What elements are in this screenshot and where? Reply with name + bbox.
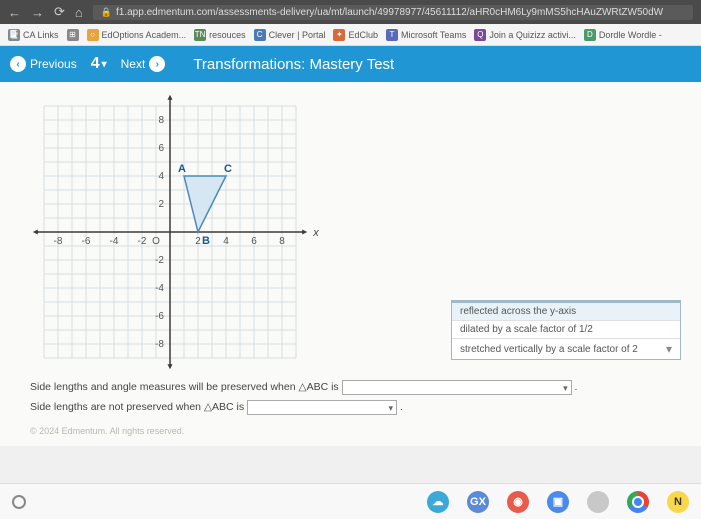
chevron-down-icon: ▾ [102, 59, 107, 70]
bookmark-label: Join a Quizizz activi... [489, 30, 576, 40]
home-icon[interactable]: ⌂ [75, 5, 83, 20]
taskbar-app-icon[interactable]: ☁ [427, 491, 449, 513]
bookmark-icon: ○ [87, 29, 99, 41]
bookmark-item[interactable]: ⊞ [67, 29, 79, 41]
url-text: f1.app.edmentum.com/assessments-delivery… [116, 7, 663, 18]
svg-text:-8: -8 [54, 236, 63, 247]
statement-2-text-b: ABC is [212, 401, 244, 413]
bookmark-label: EdOptions Academ... [102, 30, 187, 40]
taskbar: ☁ GX ◉ ▣ N [0, 483, 701, 519]
bookmark-icon: TN [194, 29, 206, 41]
taskbar-app-icon[interactable] [587, 491, 609, 513]
bookmark-icon: C [254, 29, 266, 41]
bookmark-icon: T [386, 29, 398, 41]
bookmark-label: CA Links [23, 30, 59, 40]
taskbar-app-icon[interactable]: GX [467, 491, 489, 513]
svg-text:O: O [152, 236, 160, 247]
bookmark-label: Microsoft Teams [401, 30, 466, 40]
coordinate-graph: -8 -6 -4 -2 2 4 6 8 -8 -6 -4 -2 2 4 6 8 x O A C B [30, 92, 342, 372]
previous-button[interactable]: ‹ Previous [10, 56, 77, 72]
svg-text:-6: -6 [82, 236, 91, 247]
taskbar-app-icon[interactable] [627, 491, 649, 513]
forward-icon[interactable]: → [31, 5, 44, 20]
svg-text:B: B [202, 235, 210, 247]
taskbar-app-icon[interactable]: ◉ [507, 491, 529, 513]
bookmark-icon: ⊞ [67, 29, 79, 41]
triangle-symbol: △ [204, 402, 212, 413]
bookmark-label: resouces [209, 30, 246, 40]
previous-label: Previous [30, 57, 77, 71]
bookmark-icon: ✦ [333, 29, 345, 41]
svg-text:-2: -2 [155, 255, 164, 266]
svg-text:-2: -2 [138, 236, 147, 247]
svg-text:4: 4 [223, 236, 229, 247]
chevron-left-icon: ‹ [10, 56, 26, 72]
svg-text:-8: -8 [155, 339, 164, 350]
start-icon[interactable] [12, 495, 26, 509]
next-button[interactable]: Next › [121, 56, 166, 72]
triangle-symbol: △ [299, 382, 307, 393]
taskbar-app-icon[interactable]: ▣ [547, 491, 569, 513]
svg-text:4: 4 [158, 171, 164, 182]
bookmark-icon: Q [474, 29, 486, 41]
bookmark-item[interactable]: 📑CA Links [8, 29, 59, 41]
option-reflected[interactable]: reflected across the y-axis [452, 301, 680, 321]
browser-nav-bar: ← → ⟳ ⌂ 🔒 f1.app.edmentum.com/assessment… [0, 0, 701, 24]
svg-text:8: 8 [279, 236, 285, 247]
bookmark-item[interactable]: QJoin a Quizizz activi... [474, 29, 576, 41]
svg-text:6: 6 [158, 143, 164, 154]
option-stretched[interactable]: stretched vertically by a scale factor o… [452, 339, 680, 359]
dropdown-handle-icon: ▾ [666, 342, 672, 356]
reload-icon[interactable]: ⟳ [54, 4, 65, 20]
statement-2-text-a: Side lengths are not preserved when [30, 401, 204, 413]
bookmark-label: Dordle Wordle - [599, 30, 662, 40]
question-statements: Side lengths and angle measures will be … [30, 378, 681, 418]
svg-text:-4: -4 [155, 283, 164, 294]
dropdown-1[interactable] [342, 380, 572, 395]
svg-text:2: 2 [195, 236, 201, 247]
option-dilated[interactable]: dilated by a scale factor of 1/2 [452, 321, 680, 339]
step-number: 4 [91, 55, 100, 73]
bookmark-item[interactable]: TNresouces [194, 29, 246, 41]
svg-text:C: C [224, 163, 232, 175]
bookmark-icon: D [584, 29, 596, 41]
lesson-title: Transformations: Mastery Test [193, 56, 394, 73]
bookmark-item[interactable]: TMicrosoft Teams [386, 29, 466, 41]
lesson-header: ‹ Previous 4 ▾ Next › Transformations: M… [0, 46, 701, 82]
svg-text:-4: -4 [110, 236, 119, 247]
bookmark-label: EdClub [348, 30, 378, 40]
svg-text:A: A [178, 163, 186, 175]
option-stretched-label: stretched vertically by a scale factor o… [460, 344, 638, 355]
svg-text:-6: -6 [155, 311, 164, 322]
back-icon[interactable]: ← [8, 5, 21, 20]
statement-1: Side lengths and angle measures will be … [30, 378, 681, 398]
svg-text:8: 8 [158, 115, 164, 126]
statement-1-text-a: Side lengths and angle measures will be … [30, 381, 299, 393]
chevron-right-icon: › [149, 56, 165, 72]
statement-1-text-b: ABC is [307, 381, 339, 393]
bookmarks-bar: 📑CA Links ⊞ ○EdOptions Academ... TNresouces… [0, 24, 701, 46]
bookmark-item[interactable]: ✦EdClub [333, 29, 378, 41]
bookmark-icon: 📑 [8, 29, 20, 41]
svg-text:x: x [312, 227, 319, 239]
dropdown-2[interactable] [247, 400, 397, 415]
bookmark-item[interactable]: CClever | Portal [254, 29, 326, 41]
svg-text:2: 2 [158, 199, 164, 210]
url-bar[interactable]: 🔒 f1.app.edmentum.com/assessments-delive… [93, 5, 693, 20]
lock-icon: 🔒 [101, 7, 112, 18]
bookmark-label: Clever | Portal [269, 30, 326, 40]
answer-options-box[interactable]: reflected across the y-axis dilated by a… [451, 300, 681, 360]
next-label: Next [121, 57, 146, 71]
step-selector[interactable]: 4 ▾ [91, 55, 107, 73]
copyright-text: © 2024 Edmentum. All rights reserved. [30, 426, 681, 436]
bookmark-item[interactable]: DDordle Wordle - [584, 29, 662, 41]
content-area: -8 -6 -4 -2 2 4 6 8 -8 -6 -4 -2 2 4 6 8 x O A C B reflected … [0, 82, 701, 446]
bookmark-item[interactable]: ○EdOptions Academ... [87, 29, 187, 41]
statement-2: Side lengths are not preserved when △ABC… [30, 398, 681, 418]
svg-text:6: 6 [251, 236, 257, 247]
taskbar-app-icon[interactable]: N [667, 491, 689, 513]
